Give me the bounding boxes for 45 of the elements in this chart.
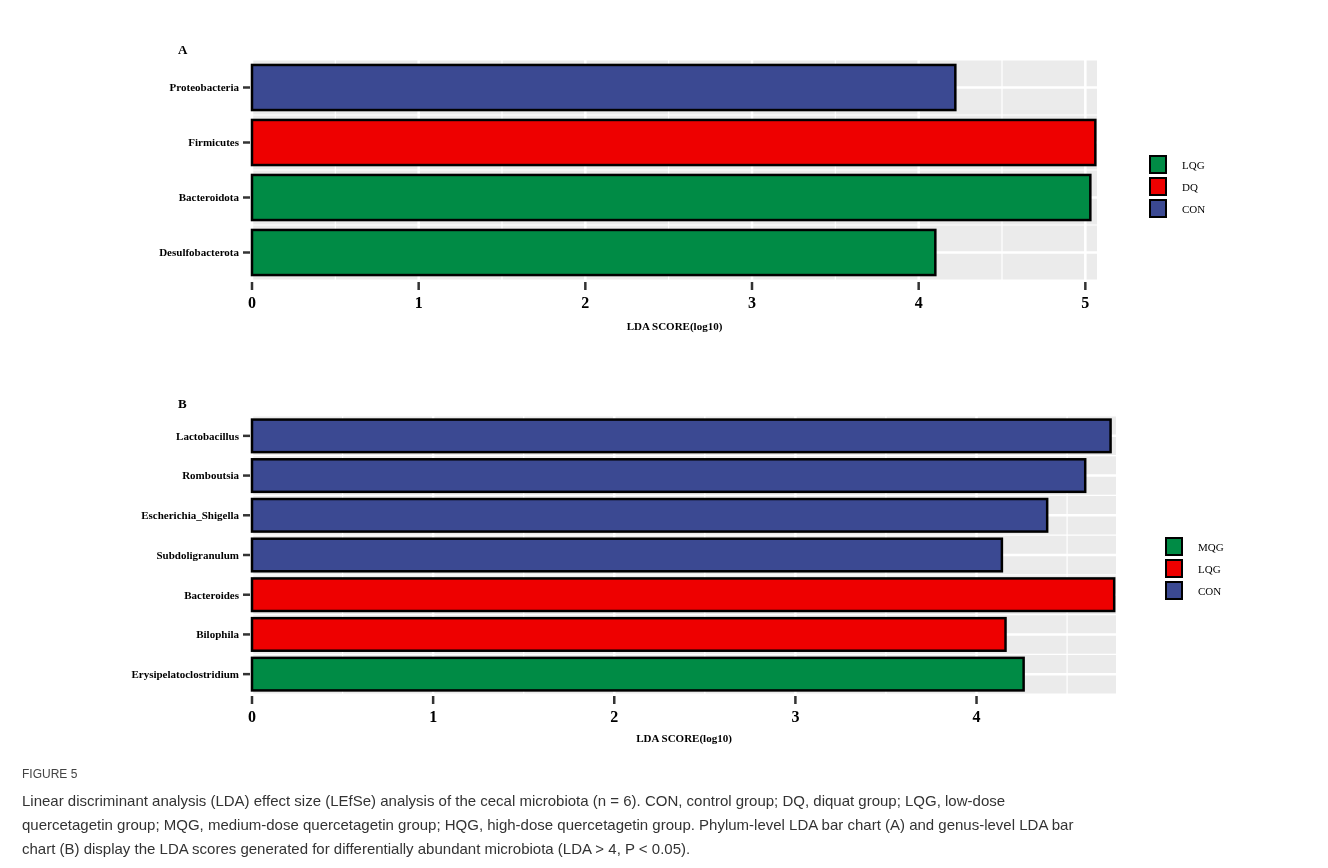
y-tick-label: Lactobacillus: [176, 429, 240, 442]
bar: [250, 173, 1092, 222]
y-tick-label: Bacteroidota: [178, 191, 240, 204]
x-tick-label: 2: [581, 294, 590, 311]
y-tick-label: Romboutsia: [182, 469, 240, 482]
legend-label: LQG: [1198, 562, 1221, 575]
y-tick-label: Escherichia_Shigella: [141, 509, 240, 522]
bar: [250, 228, 937, 277]
x-axis-title: LDA SCORE(log10): [626, 320, 723, 333]
bar: [250, 537, 1004, 573]
legend-label: LQG: [1182, 158, 1205, 171]
x-tick-label: 2: [610, 708, 619, 725]
legend-label: MQG: [1198, 540, 1224, 553]
x-tick-label: 0: [248, 294, 256, 311]
x-axis-title: LDA SCORE(log10): [636, 732, 733, 745]
x-tick-label: 1: [429, 708, 438, 725]
y-tick-label: Bacteroides: [184, 588, 240, 601]
legend-label: CON: [1198, 584, 1222, 597]
chart-title: A: [178, 42, 188, 57]
y-tick-label: Subdoligranulum: [156, 548, 239, 561]
bar: [250, 616, 1007, 652]
x-tick-label: 3: [748, 294, 756, 311]
bar: [250, 118, 1097, 167]
bar: [250, 497, 1049, 533]
bar: [250, 577, 1116, 613]
x-tick-label: 0: [248, 708, 256, 725]
caption: FIGURE 5: [22, 767, 78, 781]
y-tick-label: Erysipelatoclostridium: [131, 667, 239, 680]
legend-label: CON: [1182, 202, 1206, 215]
x-tick-label: 4: [914, 294, 923, 311]
bar: [250, 458, 1087, 494]
bar: [250, 63, 957, 112]
y-tick-label: Bilophila: [196, 628, 240, 641]
x-tick-label: 5: [1081, 294, 1090, 311]
y-tick-label: Firmicutes: [188, 136, 240, 149]
chart-title: B: [178, 396, 187, 411]
y-tick-label: Desulfobacterota: [159, 246, 240, 259]
x-tick-label: 4: [972, 708, 981, 725]
bar: [250, 656, 1025, 692]
x-tick-label: 3: [791, 708, 800, 725]
y-tick-label: Proteobacteria: [169, 81, 240, 94]
legend-label: DQ: [1182, 180, 1198, 193]
x-tick-label: 1: [414, 294, 423, 311]
bar: [250, 418, 1112, 454]
text: Linear discriminant analysis (LDA) effect size (LEfSe) analysis of the cecal microbiota (n = 6). CON, control group; DQ, diquat group; LQG, low-dose quercetagetin group; MQG, medium-dose quercetagetin group; HQG, high-dose quercetagetin group. Phylum-level LDA bar chart (A) and genus-level LDA bar chart (B) display the LDA scores generated for differentially abundant microbiota (LDA > 4, P < 0.05).: [22, 792, 1074, 857]
